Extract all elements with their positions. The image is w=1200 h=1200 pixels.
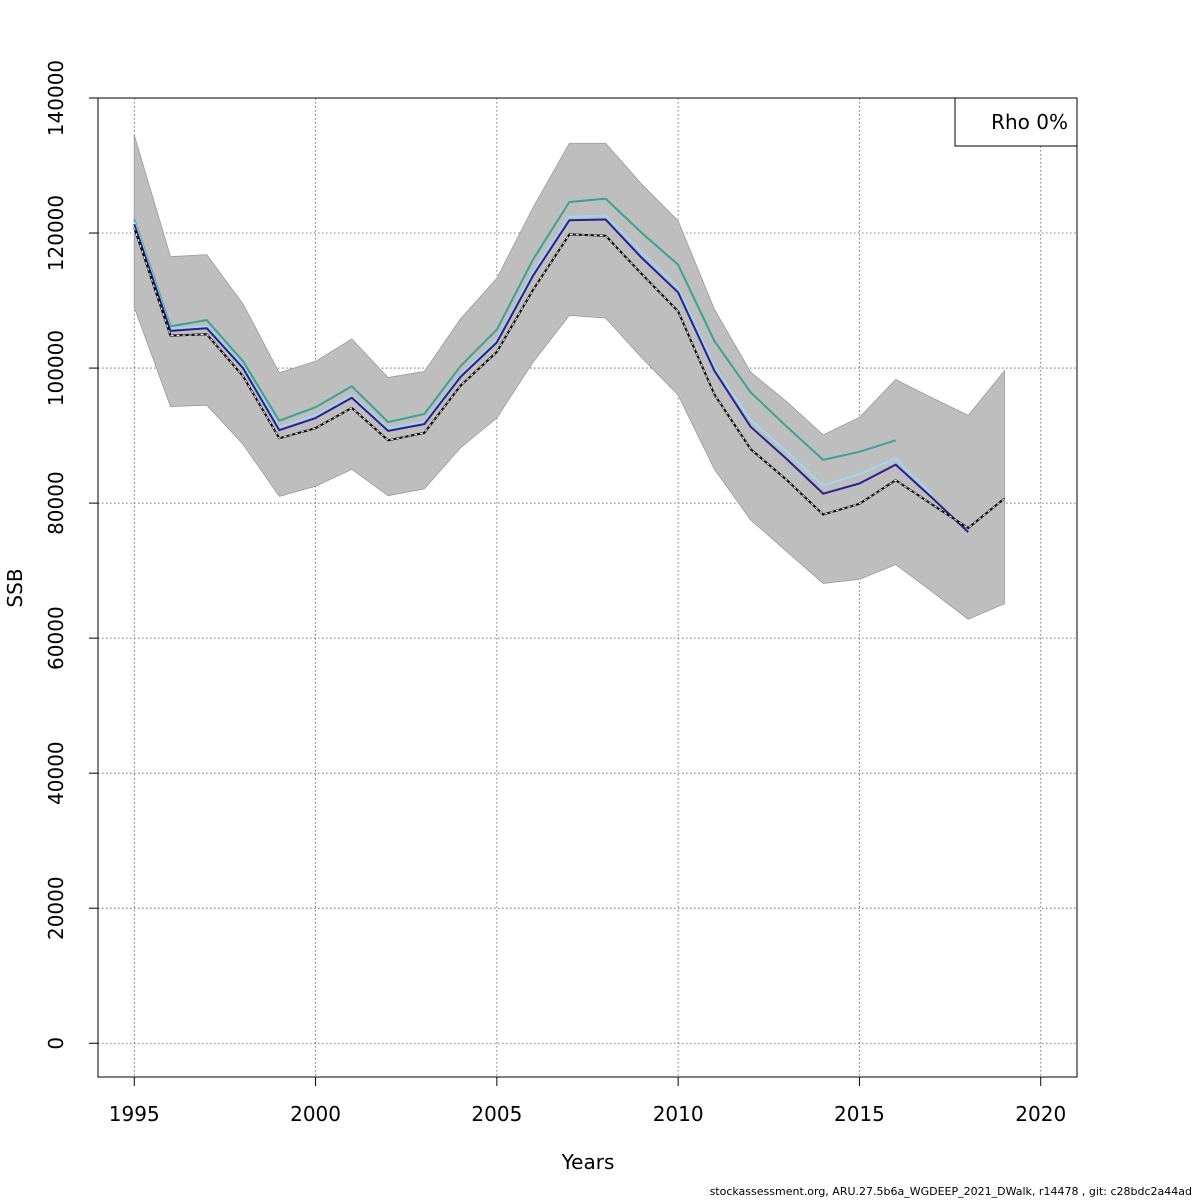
x-axis: 1995 2000 2005 2010 2015 2020 [109, 1077, 1066, 1126]
footer-credit: stockassessment.org, ARU.27.5b6a_WGDEEP_… [709, 1185, 1192, 1198]
y-tick-label: 80000 [44, 471, 68, 535]
y-tick-label: 120000 [44, 195, 68, 271]
y-tick-label: 40000 [44, 741, 68, 805]
x-tick-label: 1995 [109, 1102, 160, 1126]
plot-frame [97, 97, 1078, 1078]
confidence-band [133, 135, 1005, 620]
x-tick-label: 2020 [1015, 1102, 1066, 1126]
legend-text: Rho 0% [991, 110, 1068, 134]
x-tick-label: 2005 [471, 1102, 522, 1126]
x-axis-title: Years [561, 1150, 615, 1174]
series-line-3 [133, 218, 969, 533]
series-line-2 [133, 214, 933, 496]
confidence-band-area [133, 135, 1005, 620]
x-tick-label: 2000 [290, 1102, 341, 1126]
y-axis: 0 20000 40000 60000 80000 100000 120000 140000 [44, 60, 98, 1050]
y-tick-label: 20000 [44, 876, 68, 940]
x-tick-label: 2015 [834, 1102, 885, 1126]
y-axis-title: SSB [3, 568, 27, 607]
x-tick-label: 2010 [653, 1102, 704, 1126]
y-tick-label: 140000 [44, 60, 68, 136]
y-tick-label: 60000 [44, 606, 68, 670]
series-lines [133, 197, 1006, 533]
y-tick-label: 100000 [44, 330, 68, 406]
legend: Rho 0% [954, 97, 1078, 147]
legend-box [954, 97, 1078, 147]
series-line-1 [133, 197, 897, 461]
series-line-4-dash [133, 227, 1005, 529]
y-tick-label: 0 [44, 1037, 68, 1050]
